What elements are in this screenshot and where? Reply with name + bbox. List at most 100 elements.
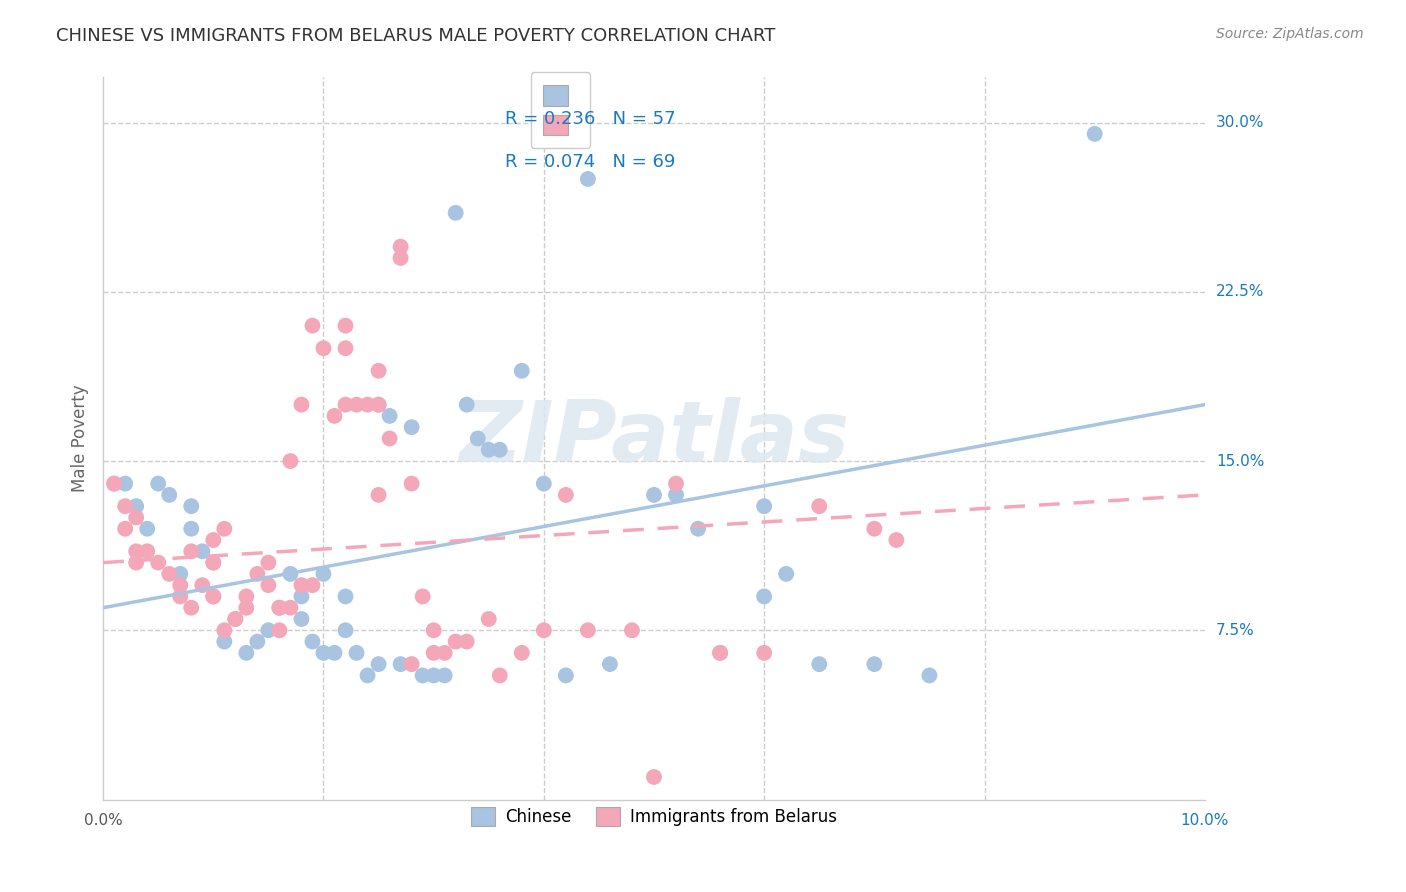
Point <box>103 476 125 491</box>
Point <box>224 612 246 626</box>
Point <box>356 668 378 682</box>
Point <box>456 398 478 412</box>
Point <box>422 668 444 682</box>
Point <box>214 624 236 638</box>
Point <box>312 566 335 581</box>
Point <box>280 600 302 615</box>
Point <box>103 476 125 491</box>
Point <box>202 533 225 547</box>
Point <box>863 522 886 536</box>
Point <box>169 566 191 581</box>
Point <box>752 499 775 513</box>
Point <box>886 533 908 547</box>
Point <box>709 646 731 660</box>
Point <box>335 398 357 412</box>
Point <box>180 600 202 615</box>
Point <box>620 624 643 638</box>
Point <box>554 488 576 502</box>
Point <box>422 646 444 660</box>
Point <box>686 522 709 536</box>
Point <box>290 578 312 592</box>
Point <box>863 657 886 672</box>
Point <box>214 634 236 648</box>
Point <box>367 657 389 672</box>
Point <box>290 612 312 626</box>
Point <box>114 499 136 513</box>
Point <box>510 646 533 660</box>
Point <box>301 318 323 333</box>
Point <box>709 646 731 660</box>
Point <box>1084 127 1107 141</box>
Point <box>301 578 323 592</box>
Text: Source: ZipAtlas.com: Source: ZipAtlas.com <box>1216 27 1364 41</box>
Point <box>125 556 148 570</box>
Point <box>157 566 180 581</box>
Point <box>269 600 291 615</box>
Point <box>367 364 389 378</box>
Point <box>367 398 389 412</box>
Point <box>246 566 269 581</box>
Point <box>533 624 555 638</box>
Point <box>643 488 665 502</box>
Point <box>269 624 291 638</box>
Point <box>114 476 136 491</box>
Point <box>599 657 621 672</box>
Point <box>202 556 225 570</box>
Point <box>235 600 257 615</box>
Point <box>918 668 941 682</box>
Point <box>576 172 599 186</box>
Point <box>389 251 412 265</box>
Point <box>478 442 501 457</box>
Point <box>488 442 510 457</box>
Point <box>433 668 456 682</box>
Point <box>169 578 191 592</box>
Point <box>191 544 214 558</box>
Text: 15.0%: 15.0% <box>1216 453 1264 468</box>
Point <box>202 556 225 570</box>
Point <box>665 476 688 491</box>
Point <box>301 634 323 648</box>
Point <box>280 566 302 581</box>
Point <box>422 624 444 638</box>
Point <box>257 578 280 592</box>
Point <box>378 409 401 423</box>
Point <box>643 770 665 784</box>
Point <box>478 612 501 626</box>
Point <box>346 398 368 412</box>
Text: 22.5%: 22.5% <box>1216 285 1264 300</box>
Point <box>235 646 257 660</box>
Point <box>202 590 225 604</box>
Point <box>235 590 257 604</box>
Text: 7.5%: 7.5% <box>1216 623 1254 638</box>
Text: 30.0%: 30.0% <box>1216 115 1264 130</box>
Text: R = 0.236   N = 57: R = 0.236 N = 57 <box>505 110 676 128</box>
Point <box>180 499 202 513</box>
Text: 0.0%: 0.0% <box>84 813 122 828</box>
Point <box>433 646 456 660</box>
Point <box>389 240 412 254</box>
Point <box>533 476 555 491</box>
Point <box>576 624 599 638</box>
Point <box>335 624 357 638</box>
Point <box>346 646 368 660</box>
Point <box>180 544 202 558</box>
Point <box>214 522 236 536</box>
Point <box>290 590 312 604</box>
Point <box>389 657 412 672</box>
Point <box>808 499 831 513</box>
Point <box>412 668 434 682</box>
Text: 10.0%: 10.0% <box>1181 813 1229 828</box>
Point <box>808 657 831 672</box>
Point <box>323 646 346 660</box>
Point <box>125 510 148 524</box>
Point <box>148 556 170 570</box>
Point <box>378 432 401 446</box>
Point <box>202 590 225 604</box>
Point <box>665 488 688 502</box>
Point <box>401 476 423 491</box>
Point <box>257 624 280 638</box>
Text: R = 0.074   N = 69: R = 0.074 N = 69 <box>505 153 676 171</box>
Point <box>290 398 312 412</box>
Text: ZIPatlas: ZIPatlas <box>458 397 849 480</box>
Point <box>401 420 423 434</box>
